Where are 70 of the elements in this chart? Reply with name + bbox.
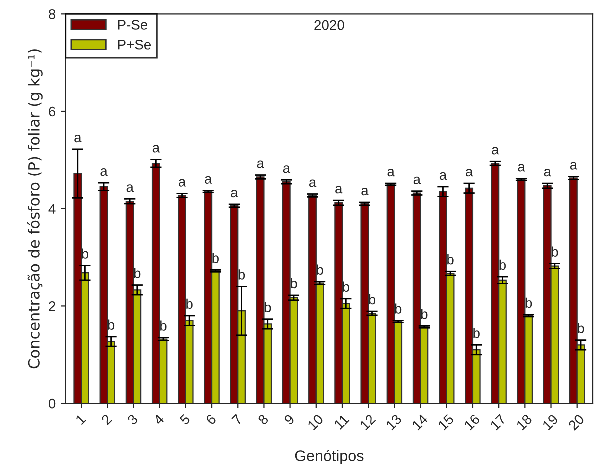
annotation: b <box>395 304 402 314</box>
annotation: a <box>570 162 578 170</box>
annotation: a <box>179 179 186 187</box>
annotation: a <box>362 188 369 196</box>
annotation: a <box>283 166 291 174</box>
annotation: b <box>82 248 88 259</box>
y-tick-label: 6 <box>49 106 56 117</box>
annotation: a <box>257 160 264 168</box>
y-tick-label: 0 <box>48 398 56 409</box>
x-tick-label: 5 <box>179 414 191 426</box>
x-tick-label: 8 <box>258 414 270 426</box>
annotation: b <box>578 323 584 334</box>
x-tick-label: 19 <box>542 414 559 431</box>
annotation: a <box>388 169 395 177</box>
annotation: b <box>343 282 350 292</box>
x-tick-label: 14 <box>412 414 428 431</box>
x-tick-label: 17 <box>490 414 507 431</box>
x-tick-label: 6 <box>205 414 217 426</box>
y-axis-title: Concentração de fósforo (P) foliar (g kg⁻¹) <box>27 50 43 369</box>
annotation: b <box>369 294 376 305</box>
legend-label: P-Se <box>118 20 148 30</box>
annotation: b <box>160 320 167 331</box>
annotation: b <box>186 298 193 310</box>
y-tick-label: 2 <box>49 302 56 312</box>
annotation: a <box>518 164 526 172</box>
annotation: a <box>466 169 474 177</box>
annotation: a <box>231 190 238 198</box>
x-tick-label: 20 <box>568 414 586 431</box>
annotation: a <box>544 169 552 177</box>
y-tick-label: 4 <box>48 204 56 214</box>
annotation: a <box>336 186 343 194</box>
x-tick-label: 1 <box>75 414 86 426</box>
x-tick-label: 3 <box>127 414 139 426</box>
annotation: b <box>421 309 428 320</box>
annotation: a <box>152 145 160 153</box>
annotation: a <box>414 176 421 184</box>
x-tick-label: 9 <box>284 414 296 426</box>
x-tick-label: 15 <box>438 414 455 431</box>
annotation: a <box>440 172 448 180</box>
annotation: a <box>74 134 82 143</box>
legend-label: P+Se <box>118 40 152 50</box>
x-tick-label: 10 <box>307 414 324 431</box>
annotation: b <box>108 320 115 330</box>
x-tick-label: 11 <box>334 414 350 430</box>
annotation: b <box>134 268 141 278</box>
annotation: b <box>317 264 324 275</box>
x-tick-label: 4 <box>153 414 165 426</box>
x-tick-label: 12 <box>360 414 376 431</box>
y-tick-label: 8 <box>49 9 56 20</box>
x-tick-label: 16 <box>464 414 481 431</box>
annotation: b <box>264 302 272 312</box>
annotation: b <box>552 246 558 257</box>
annotation: b <box>290 278 298 289</box>
annotation: a <box>205 176 212 184</box>
annotation: b <box>500 260 506 270</box>
annotation: a <box>100 168 108 176</box>
x-tick-label: 13 <box>386 414 402 431</box>
annotation: a <box>309 180 317 188</box>
x-axis-title: Genótipos <box>295 450 364 464</box>
annotation: a <box>492 147 500 155</box>
x-tick-label: 7 <box>232 414 243 426</box>
x-tick-label: 18 <box>516 414 533 431</box>
x-tick-label: 2 <box>101 414 112 426</box>
annotation: b <box>448 254 454 265</box>
annotation: a <box>126 184 134 192</box>
annotation: b <box>212 253 219 264</box>
annotation: b <box>474 328 480 338</box>
annotation: b <box>238 270 246 280</box>
chart-title: 2020 <box>314 20 344 30</box>
annotation: b <box>526 298 532 308</box>
